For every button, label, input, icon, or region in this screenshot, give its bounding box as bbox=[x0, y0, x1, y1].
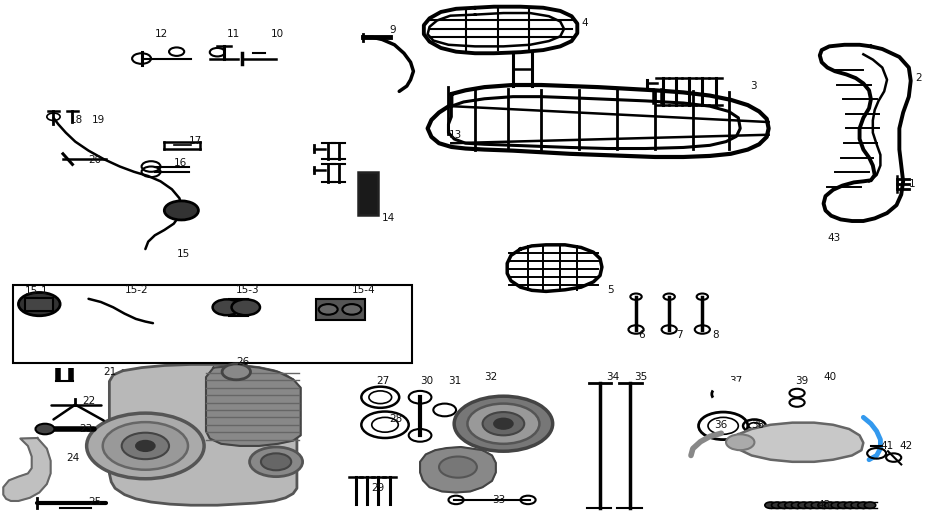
Circle shape bbox=[342, 304, 361, 315]
Text: 41: 41 bbox=[881, 441, 894, 451]
Text: 9: 9 bbox=[390, 26, 396, 36]
Text: 42: 42 bbox=[900, 441, 913, 451]
Circle shape bbox=[439, 456, 477, 478]
Text: 35: 35 bbox=[635, 372, 647, 382]
Circle shape bbox=[35, 423, 54, 434]
Circle shape bbox=[164, 201, 199, 220]
Circle shape bbox=[18, 293, 60, 316]
Circle shape bbox=[818, 502, 829, 509]
Text: 25: 25 bbox=[88, 496, 102, 506]
Circle shape bbox=[778, 502, 789, 509]
Circle shape bbox=[483, 412, 524, 435]
Circle shape bbox=[838, 502, 849, 509]
Bar bbox=[315, 299, 365, 320]
Text: 37: 37 bbox=[729, 376, 742, 386]
Text: 20: 20 bbox=[88, 155, 102, 165]
Text: 43: 43 bbox=[818, 500, 831, 510]
Circle shape bbox=[261, 453, 292, 470]
Circle shape bbox=[86, 413, 204, 479]
Circle shape bbox=[232, 300, 260, 315]
Polygon shape bbox=[732, 422, 864, 462]
Circle shape bbox=[831, 502, 843, 509]
Circle shape bbox=[213, 300, 241, 315]
Text: 29: 29 bbox=[370, 483, 384, 493]
Text: 24: 24 bbox=[66, 453, 79, 463]
Circle shape bbox=[845, 502, 856, 509]
Text: 43: 43 bbox=[827, 234, 841, 244]
Circle shape bbox=[28, 298, 50, 311]
Text: 31: 31 bbox=[448, 376, 462, 386]
Circle shape bbox=[103, 422, 188, 470]
Circle shape bbox=[858, 502, 869, 509]
Circle shape bbox=[494, 418, 513, 429]
Circle shape bbox=[825, 502, 836, 509]
Text: 3: 3 bbox=[750, 81, 756, 91]
Text: 22: 22 bbox=[82, 396, 95, 406]
Text: 23: 23 bbox=[79, 424, 92, 434]
Circle shape bbox=[726, 434, 754, 450]
Text: 2: 2 bbox=[916, 73, 922, 83]
Circle shape bbox=[851, 502, 863, 509]
Text: 33: 33 bbox=[492, 495, 505, 505]
Circle shape bbox=[222, 364, 251, 380]
Circle shape bbox=[771, 502, 783, 509]
Text: 15-2: 15-2 bbox=[124, 285, 148, 295]
Circle shape bbox=[454, 396, 553, 451]
Text: 40: 40 bbox=[824, 372, 837, 382]
Text: 1: 1 bbox=[909, 179, 916, 189]
Text: 13: 13 bbox=[448, 130, 462, 140]
Text: 15: 15 bbox=[177, 250, 190, 260]
Text: 8: 8 bbox=[712, 330, 718, 340]
Text: 15-1: 15-1 bbox=[25, 286, 48, 296]
Text: 5: 5 bbox=[608, 285, 615, 295]
Polygon shape bbox=[3, 438, 50, 501]
Circle shape bbox=[791, 502, 803, 509]
Text: 6: 6 bbox=[637, 330, 644, 340]
Circle shape bbox=[811, 502, 823, 509]
Circle shape bbox=[467, 404, 540, 444]
Circle shape bbox=[765, 502, 776, 509]
Circle shape bbox=[136, 440, 155, 451]
Circle shape bbox=[250, 447, 303, 477]
Text: 17: 17 bbox=[189, 136, 202, 146]
Text: 15-4: 15-4 bbox=[352, 285, 375, 295]
Text: 12: 12 bbox=[155, 29, 168, 39]
Polygon shape bbox=[420, 447, 496, 493]
Polygon shape bbox=[206, 365, 301, 446]
Circle shape bbox=[864, 502, 876, 509]
Text: 38: 38 bbox=[751, 420, 765, 430]
Text: 26: 26 bbox=[237, 358, 250, 367]
Text: 32: 32 bbox=[484, 372, 498, 382]
Text: 4: 4 bbox=[581, 18, 588, 28]
Text: 39: 39 bbox=[795, 376, 808, 386]
Text: 14: 14 bbox=[382, 213, 395, 223]
Circle shape bbox=[172, 205, 191, 215]
Circle shape bbox=[805, 502, 816, 509]
Text: 7: 7 bbox=[675, 330, 682, 340]
Text: 11: 11 bbox=[227, 29, 240, 39]
Text: 18: 18 bbox=[69, 115, 83, 126]
Text: 19: 19 bbox=[91, 115, 104, 126]
Text: 16: 16 bbox=[174, 159, 187, 168]
Circle shape bbox=[785, 502, 796, 509]
Circle shape bbox=[798, 502, 809, 509]
Text: 27: 27 bbox=[376, 376, 390, 386]
Text: 10: 10 bbox=[271, 29, 283, 39]
Polygon shape bbox=[109, 364, 297, 505]
Text: 28: 28 bbox=[390, 414, 403, 425]
Text: 30: 30 bbox=[420, 376, 433, 386]
Text: 34: 34 bbox=[606, 372, 619, 382]
Text: 15-3: 15-3 bbox=[237, 285, 260, 295]
Bar bbox=[12, 285, 412, 363]
Circle shape bbox=[122, 433, 169, 459]
Bar bbox=[357, 172, 378, 215]
Text: 36: 36 bbox=[713, 420, 727, 430]
Text: 21: 21 bbox=[104, 367, 117, 377]
Circle shape bbox=[318, 304, 337, 315]
Bar bbox=[25, 298, 53, 311]
